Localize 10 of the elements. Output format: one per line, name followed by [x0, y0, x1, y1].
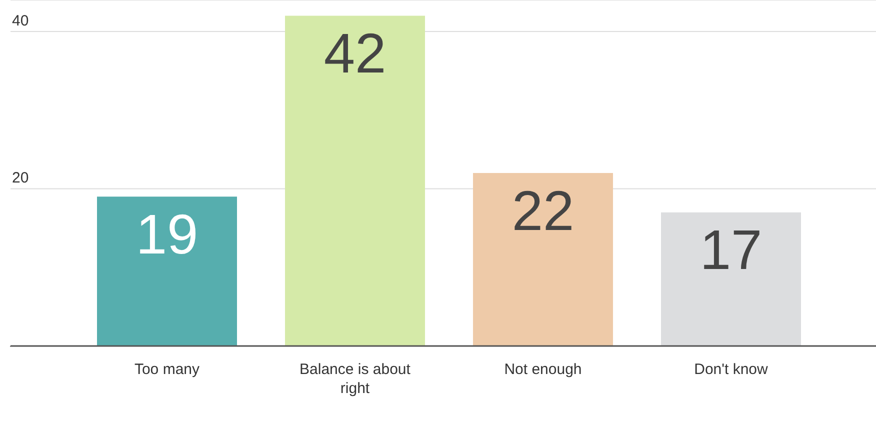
x-tick-label: Balance is about right: [300, 361, 412, 397]
x-tick-label: Don't know: [694, 361, 768, 378]
data-label: 19: [136, 202, 198, 266]
data-label: 17: [700, 218, 762, 282]
data-label: 22: [512, 178, 574, 242]
x-tick-label: Too many: [134, 361, 200, 378]
y-tick-label: 40: [12, 12, 29, 30]
x-tick-label: Not enough: [504, 361, 582, 378]
data-label: 42: [324, 22, 386, 85]
y-tick-label: 20: [12, 170, 29, 187]
